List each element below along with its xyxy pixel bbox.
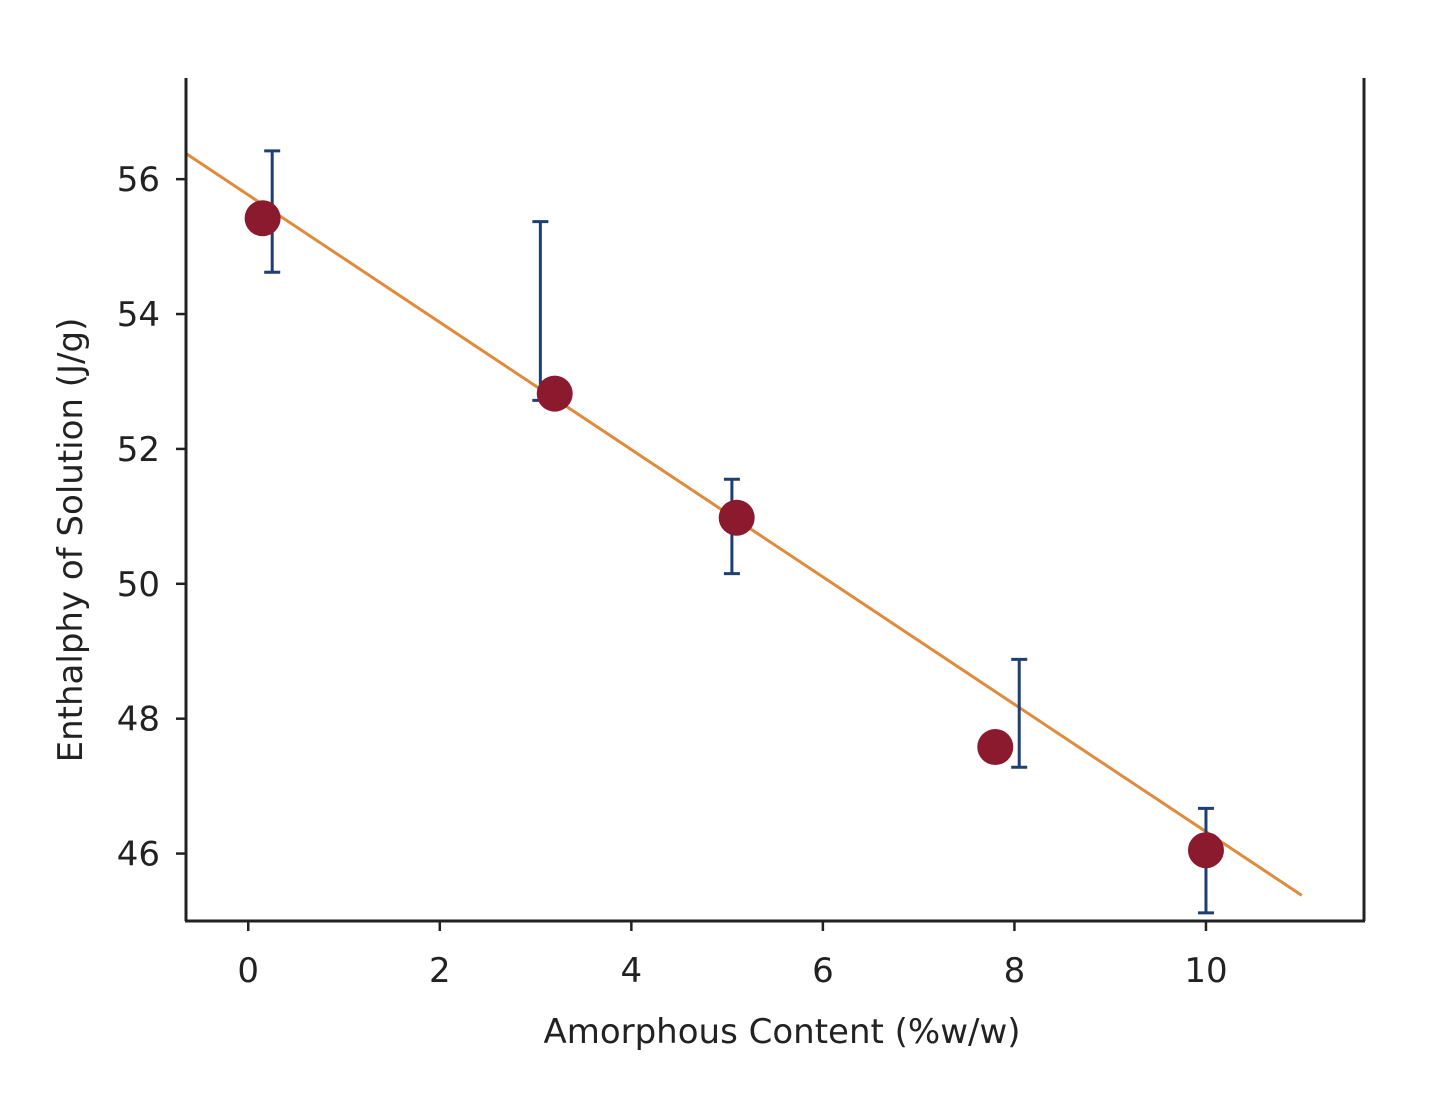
y-tick-label: 50 xyxy=(117,565,160,605)
data-point xyxy=(718,499,755,536)
y-tick-label: 54 xyxy=(117,295,160,335)
points-layer xyxy=(244,200,1224,869)
data-point xyxy=(536,375,573,412)
data-point xyxy=(977,729,1014,766)
error-bar xyxy=(532,220,549,402)
x-tick-label: 4 xyxy=(621,951,643,991)
x-tick-label: 8 xyxy=(1004,951,1026,991)
y-tick-label: 46 xyxy=(117,835,160,875)
axes-layer xyxy=(184,78,1366,923)
x-tick-label: 6 xyxy=(812,951,834,991)
x-tick-label: 2 xyxy=(429,951,451,991)
x-tick-label: 10 xyxy=(1184,951,1227,991)
y-tick-label: 52 xyxy=(117,430,160,470)
y-axis-title: Enthalphy of Solution (J/g) xyxy=(51,318,91,763)
y-tick-label: 56 xyxy=(117,160,160,200)
data-point xyxy=(1187,832,1224,869)
data-point xyxy=(244,200,281,237)
x-tick-label: 0 xyxy=(237,951,259,991)
x-axis-title: Amorphous Content (%w/w) xyxy=(543,1012,1020,1052)
y-tick-label: 48 xyxy=(117,700,160,740)
error-bar xyxy=(1011,657,1028,769)
